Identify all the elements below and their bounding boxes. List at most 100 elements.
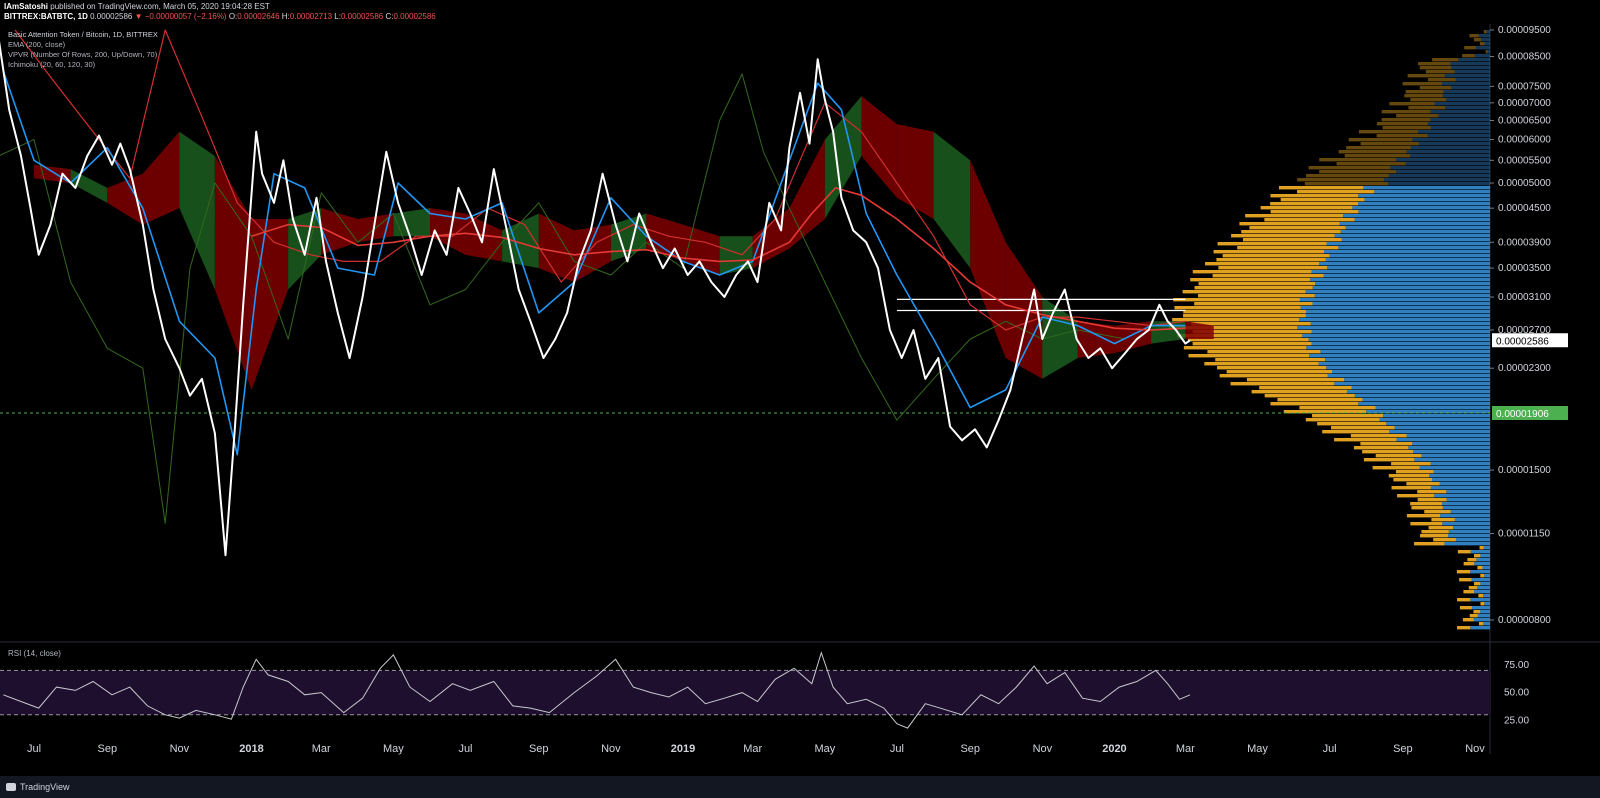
vp-up-row (1482, 566, 1490, 570)
published-text: published on TradingView.com, March 05, … (50, 2, 270, 11)
price-axis: 0.00009500 0.00008500 0.00007500 0.00007000… (1490, 25, 1568, 626)
vp-up-row (1315, 282, 1490, 286)
vp-up-row (1341, 238, 1490, 242)
main-pane (0, 29, 1490, 630)
vp-up-row (1450, 510, 1490, 514)
symbol-label[interactable]: BITTREX:BATBTC, 1D (4, 12, 88, 21)
vp-up-row (1334, 382, 1490, 386)
vp-up-row (1312, 302, 1490, 306)
vp-down-row (1219, 374, 1328, 378)
vp-down-row (1456, 570, 1471, 574)
vp-up-row (1458, 58, 1490, 62)
open-label: O: (228, 12, 238, 21)
price-tick-label: 0.00006000 (1498, 135, 1551, 146)
cloud-segment (824, 96, 862, 220)
vp-up-row (1310, 322, 1490, 326)
vp-down-row (1183, 314, 1306, 318)
tradingview-brand[interactable]: TradingView (6, 782, 70, 792)
price-tick-label: 0.00007000 (1498, 98, 1551, 109)
vp-up-row (1443, 90, 1490, 94)
cloud-segment (1114, 321, 1152, 354)
vp-down-row (1230, 382, 1335, 386)
vp-up-row (1455, 538, 1490, 542)
vp-up-row (1325, 258, 1490, 262)
time-tick-label: May (814, 743, 835, 755)
vp-down-row (1270, 194, 1359, 198)
vp-down-row (1479, 42, 1485, 46)
time-tick-label: May (1247, 743, 1268, 755)
vp-down-row (1431, 518, 1455, 522)
vp-up-row (1475, 46, 1490, 50)
vp-down-row (1478, 594, 1484, 598)
vp-down-row (1312, 414, 1384, 418)
vp-up-row (1477, 586, 1490, 590)
vp-up-row (1481, 38, 1490, 42)
vp-down-row (1308, 166, 1391, 170)
change-value: −0.00000057 (−2.16%) (144, 12, 227, 21)
vp-down-row (1467, 558, 1477, 562)
vp-down-row (1428, 526, 1454, 530)
legend-vpvr[interactable]: VPVR (Number Of Rows, 200, Up/Down, 70) (8, 50, 158, 59)
vp-up-row (1331, 370, 1490, 374)
vp-up-row (1386, 422, 1490, 426)
time-tick-label: Mar (1176, 743, 1195, 755)
vp-up-row (1430, 486, 1490, 490)
vp-down-row (1278, 186, 1364, 190)
vp-down-row (1198, 282, 1316, 286)
vp-down-row (1375, 454, 1422, 458)
vp-up-row (1405, 162, 1490, 166)
vp-down-row (1297, 178, 1384, 182)
vp-up-row (1345, 226, 1490, 230)
vp-down-row (1353, 446, 1409, 450)
legend-title[interactable]: Basic Attention Token / Bitcoin, 1D, BIT… (8, 30, 158, 39)
vp-up-row (1320, 350, 1490, 354)
vp-up-row (1309, 354, 1490, 358)
vp-down-row (1393, 478, 1433, 482)
vp-down-row (1381, 110, 1431, 114)
vp-up-row (1379, 418, 1490, 422)
rsi-tick-label: 25.00 (1504, 715, 1529, 726)
vp-up-row (1314, 294, 1490, 298)
vp-up-row (1364, 198, 1490, 202)
cloud-segment (933, 131, 971, 269)
vp-down-row (1408, 106, 1446, 110)
time-tick-label: Nov (1465, 743, 1485, 755)
price-tick-label: 0.00003100 (1498, 292, 1551, 303)
vp-down-row (1243, 238, 1342, 242)
vp-down-row (1331, 426, 1395, 430)
legend-ichimoku[interactable]: Ichimoku (20, 60, 120, 30) (8, 60, 96, 69)
vp-up-row (1363, 186, 1490, 190)
vp-up-row (1354, 218, 1490, 222)
vp-up-row (1442, 506, 1490, 510)
vp-down-row (1358, 130, 1418, 134)
vp-down-row (1396, 114, 1439, 118)
price-tick-label: 0.00001500 (1498, 465, 1551, 476)
time-tick-label: Sep (960, 743, 980, 755)
vp-up-row (1311, 342, 1490, 346)
high-value: 0.00002713 (289, 12, 333, 21)
vp-down-row (1459, 606, 1472, 610)
vp-up-row (1474, 54, 1490, 58)
publisher-name[interactable]: IAmSatoshi (4, 2, 49, 11)
legend-ema[interactable]: EMA (200, close) (8, 40, 66, 49)
vp-up-row (1339, 222, 1490, 226)
vp-up-row (1352, 206, 1490, 210)
vp-up-row (1410, 154, 1490, 158)
vp-up-row (1396, 158, 1490, 162)
vp-down-row (1391, 462, 1431, 466)
price-chart[interactable]: 0.00009500 0.00008500 0.00007500 0.00007000… (0, 24, 1600, 776)
vp-up-row (1344, 378, 1490, 382)
vp-down-row (1182, 290, 1306, 294)
price-tick-label: 0.00002700 (1498, 325, 1551, 336)
vp-up-row (1302, 334, 1490, 338)
vp-up-row (1419, 466, 1490, 470)
vp-down-row (1187, 338, 1309, 342)
vp-down-row (1457, 626, 1471, 630)
vp-down-row (1231, 234, 1335, 238)
vp-down-row (1473, 554, 1481, 558)
vp-up-row (1396, 170, 1490, 174)
vp-down-row (1207, 350, 1321, 354)
vp-up-row (1451, 66, 1490, 70)
vp-down-row (1350, 434, 1407, 438)
vp-down-row (1483, 30, 1487, 34)
